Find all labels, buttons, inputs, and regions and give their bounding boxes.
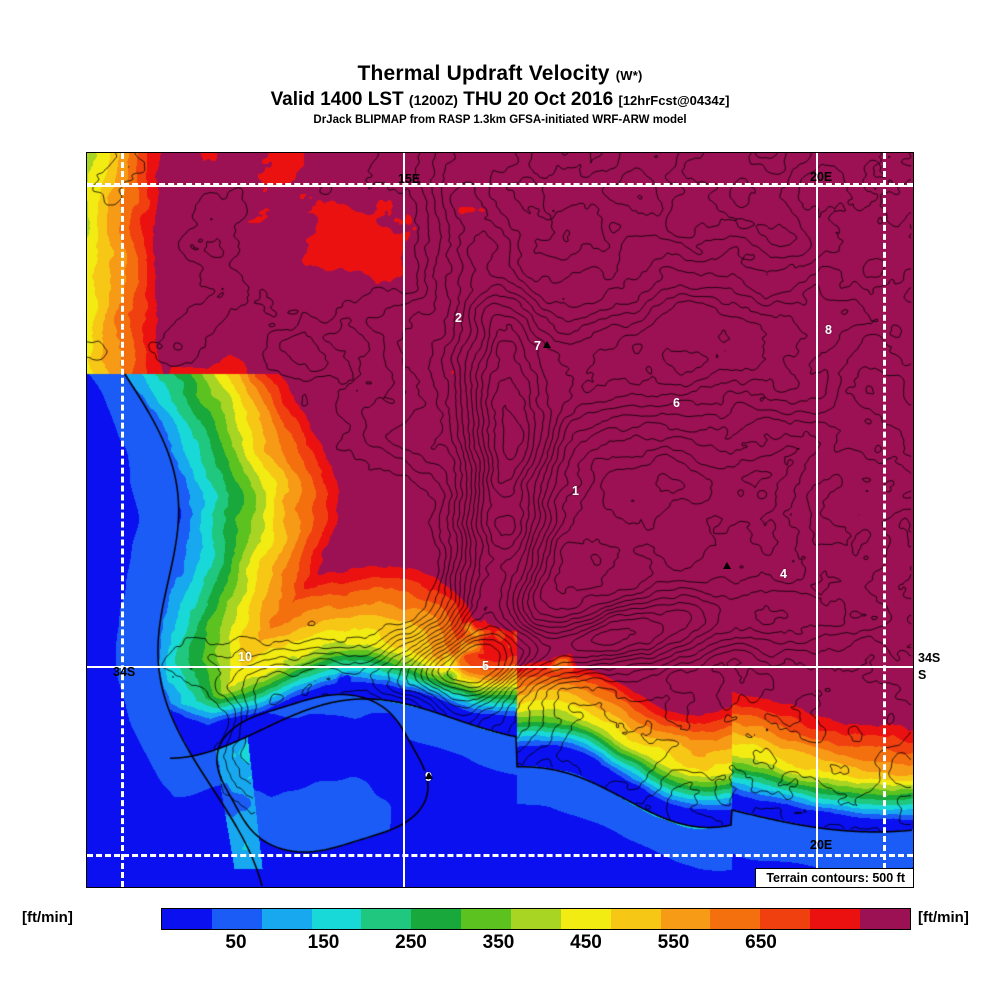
waypoint-marker-5[interactable]: 5	[482, 659, 489, 673]
waypoint-marker-1[interactable]: 1	[572, 484, 579, 498]
colorbar-swatch-7	[511, 909, 561, 929]
waypoint-marker-8[interactable]: 8	[825, 323, 832, 337]
valid-date: THU 20 Oct 2016	[463, 89, 614, 110]
forecast-tag: [12hrFcst@0434z]	[618, 93, 730, 108]
title-block: Thermal Updraft Velocity (W*) Valid 1400…	[0, 62, 1000, 128]
colorbar-swatch-8	[560, 909, 611, 929]
colorbar-swatch-11	[710, 909, 761, 929]
domain-boundary-left	[121, 153, 124, 887]
colorbar-swatch-3	[311, 909, 362, 929]
colorbar-tick-50: 50	[225, 932, 247, 953]
colorbar-tick-550: 550	[657, 932, 690, 953]
waypoint-triangle-icon-1	[723, 562, 731, 569]
colorbar-tick-650: 650	[745, 932, 777, 953]
page-title-variable: (W*)	[615, 68, 643, 83]
edge-label-1: S	[918, 668, 927, 682]
model-source-line: DrJack BLIPMAP from RASP 1.3km GFSA-init…	[313, 114, 687, 126]
colorbar-swatch-9	[610, 909, 661, 929]
colorbar-swatch-4	[361, 909, 412, 929]
domain-boundary-right	[883, 153, 886, 887]
colorbar-swatch-5	[411, 909, 462, 929]
colorbar-unit-left: [ft/min]	[22, 909, 73, 926]
domain-boundary-bottom	[87, 854, 913, 857]
thermal-updraft-raster	[87, 153, 913, 887]
colorbar-tick-250: 250	[395, 932, 427, 953]
grid-label-15e-0: 15E	[398, 172, 421, 186]
edge-label-0: 34S	[918, 651, 941, 665]
colorbar-swatch-10	[660, 909, 711, 929]
colorbar-unit-right: [ft/min]	[918, 909, 969, 926]
gridline-lon-20e	[816, 153, 818, 887]
colorbar-swatch-14	[860, 909, 910, 929]
terrain-contour-note: Terrain contours: 500 ft	[755, 868, 913, 887]
grid-label-34s-3: 34S	[113, 665, 136, 679]
colorbar-swatch-12	[760, 909, 811, 929]
colorbar-swatch-2	[261, 909, 312, 929]
forecast-map[interactable]: Terrain contours: 500 ft	[86, 152, 914, 888]
waypoint-marker-2[interactable]: 2	[455, 311, 462, 325]
colorbar-swatch-1	[211, 909, 262, 929]
waypoint-marker-6[interactable]: 6	[673, 396, 680, 410]
colorbar-swatch-0	[162, 909, 212, 929]
colorbar-tick-150: 150	[307, 932, 340, 953]
domain-boundary-top	[87, 183, 913, 186]
page-title: Thermal Updraft Velocity (W*)	[0, 62, 1000, 88]
gridline-lon-15e	[403, 153, 405, 887]
valid-time-line: Valid 1400 LST (1200Z) THU 20 Oct 2016 […	[0, 88, 1000, 112]
colorbar-tick-350: 350	[482, 932, 515, 953]
valid-time-zulu: (1200Z)	[408, 92, 458, 108]
colorbar-swatch-13	[810, 909, 861, 929]
colorbar-tick-450: 450	[570, 932, 602, 953]
waypoint-triangle-icon-0	[543, 341, 551, 348]
colorbar-legend: [ft/min] [ft/min] 50 150 250 350 450 550 650	[0, 905, 1000, 965]
page-title-main: Thermal Updraft Velocity	[357, 62, 610, 85]
grid-label-20e-1: 20E	[810, 170, 833, 184]
valid-time-local: Valid 1400 LST	[270, 89, 404, 110]
waypoint-marker-4[interactable]: 4	[780, 567, 787, 581]
waypoint-marker-10[interactable]: 10	[238, 650, 252, 664]
waypoint-marker-7[interactable]: 7	[534, 339, 541, 353]
colorbar-swatches	[161, 908, 911, 930]
grid-label-20e-2: 20E	[810, 838, 833, 852]
colorbar-swatch-6	[461, 909, 512, 929]
waypoint-triangle-icon-2	[425, 772, 433, 779]
gridline-lat-34s	[87, 666, 913, 668]
